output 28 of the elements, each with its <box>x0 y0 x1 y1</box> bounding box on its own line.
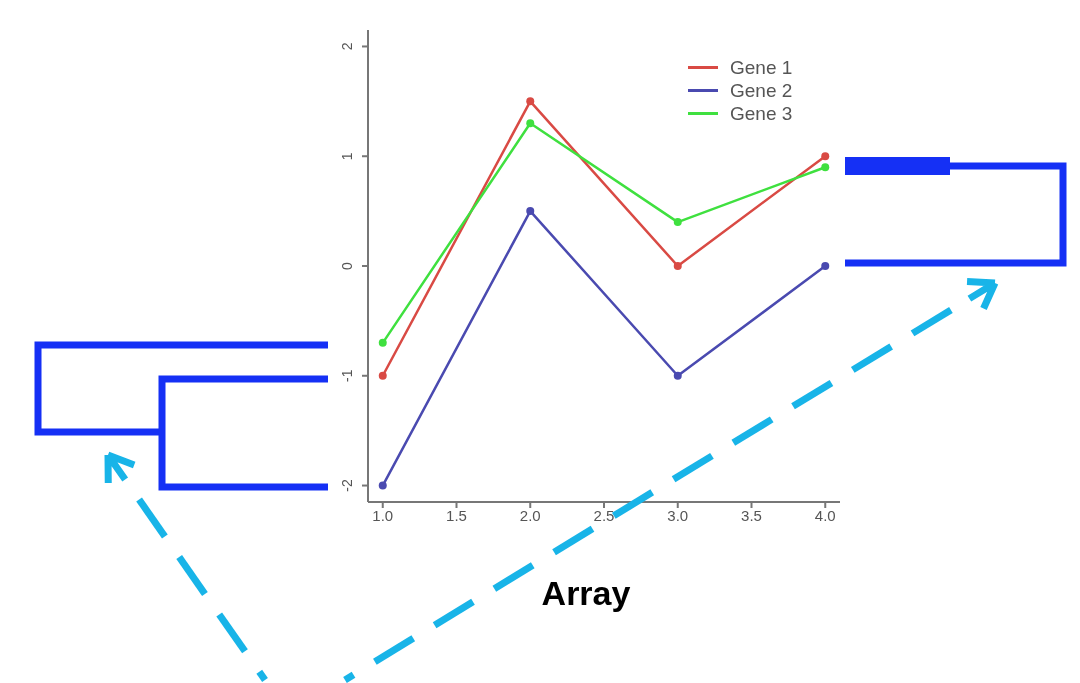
point <box>526 97 535 106</box>
y-tick-label: -2 <box>339 479 355 492</box>
y-tick-label: 1 <box>339 152 355 161</box>
point <box>673 262 682 270</box>
point <box>526 207 535 216</box>
x-tick-label: 3.5 <box>741 506 762 524</box>
legend-label: Gene 3 <box>730 102 793 125</box>
point <box>673 218 682 227</box>
point <box>378 481 387 490</box>
y-tick-label: 2 <box>339 42 355 51</box>
point <box>378 338 387 347</box>
x-tick-label: 4.0 <box>814 506 836 524</box>
legend-label: Gene 1 <box>730 56 793 79</box>
point <box>673 371 682 380</box>
y-tick-label: -1 <box>339 369 355 382</box>
x-tick-label: 2.5 <box>593 506 615 524</box>
x-tick-label: 3.0 <box>667 506 689 524</box>
point <box>821 152 830 161</box>
legend-label: Gene 2 <box>730 79 793 102</box>
x-tick-label: 1.5 <box>446 506 467 524</box>
point <box>378 371 387 380</box>
x-tick-label: 1.0 <box>372 506 394 524</box>
point <box>526 119 535 128</box>
y-tick-label: 0 <box>339 261 355 270</box>
x-tick-label: 2.0 <box>519 506 541 524</box>
point <box>821 163 830 172</box>
point <box>821 262 830 270</box>
x-axis-title: Array <box>540 574 632 613</box>
